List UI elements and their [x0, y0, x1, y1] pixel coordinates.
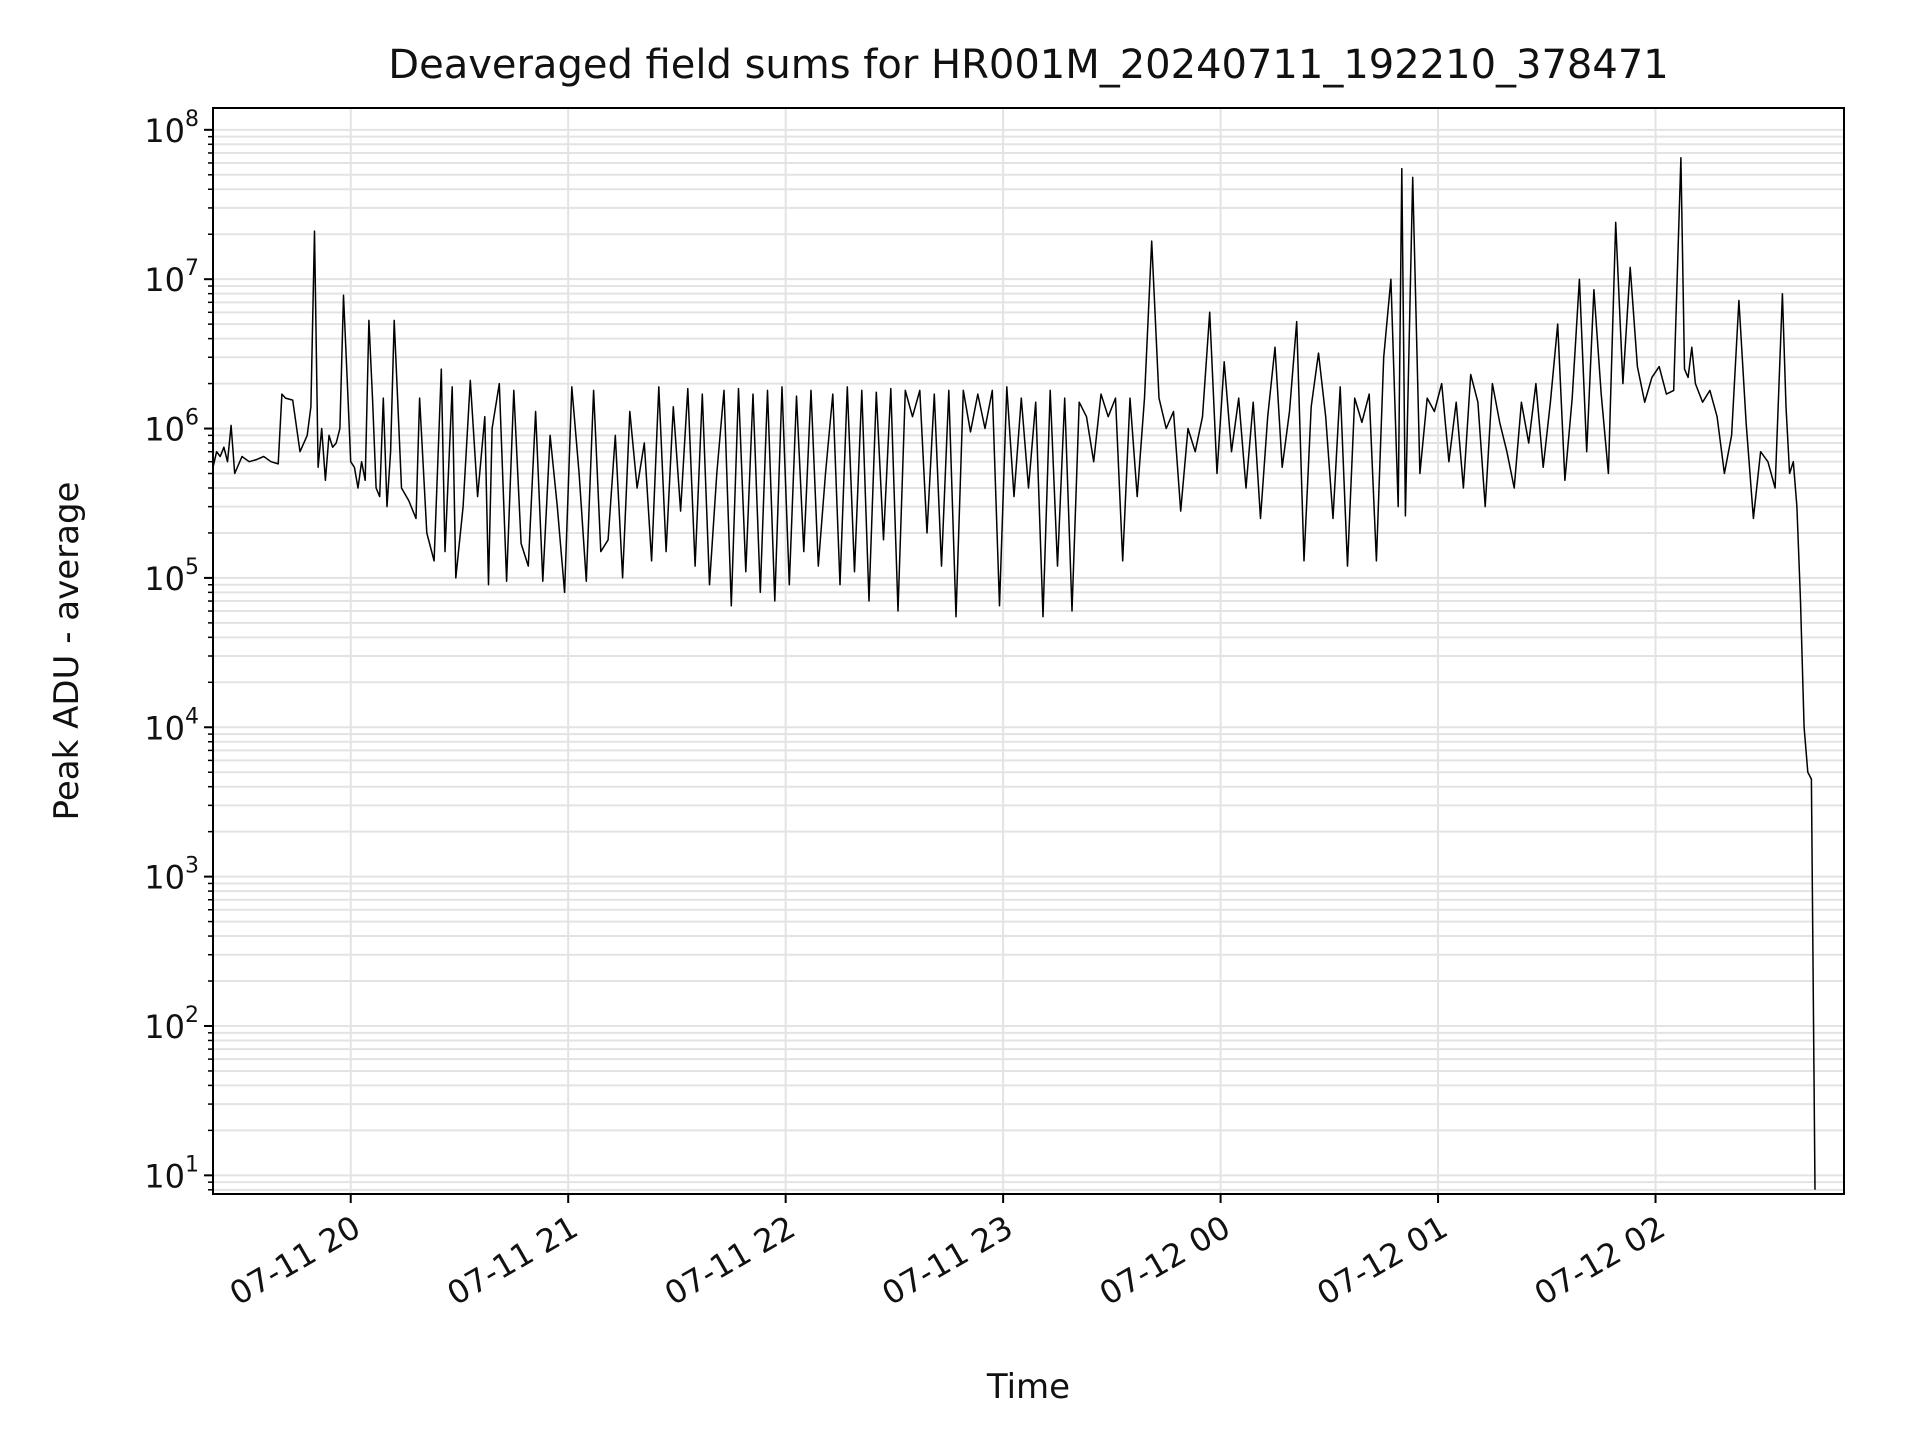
x-tick-label: 07-11 23	[876, 1208, 1020, 1313]
y-tick-label: 108	[144, 107, 199, 150]
y-tick-label: 107	[144, 256, 199, 299]
y-tick-label: 104	[144, 704, 199, 747]
x-axis-label: Time	[986, 1367, 1070, 1407]
x-tick-label: 07-12 02	[1528, 1208, 1672, 1313]
y-tick-label: 102	[144, 1003, 199, 1046]
y-axis-label: Peak ADU - average	[47, 482, 87, 821]
chart-title: Deaveraged field sums for HR001M_2024071…	[388, 42, 1668, 88]
plot-area-frame	[212, 107, 1845, 1195]
x-tick-label: 07-12 01	[1310, 1208, 1454, 1313]
x-tick-label: 07-11 20	[223, 1208, 367, 1313]
x-axis: 07-11 20 07-11 21 07-11 22 07-11 23 07-12 00…	[223, 1194, 1672, 1313]
grid-lines	[213, 108, 1844, 1194]
x-tick-label: 07-11 22	[658, 1208, 802, 1313]
series-line-layer	[212, 157, 1816, 1190]
y-axis: 101 102 103 104 105 106 107 108	[144, 107, 213, 1195]
y-tick-label: 103	[144, 854, 199, 897]
y-tick-label: 106	[144, 406, 199, 449]
y-tick-label: 105	[144, 555, 199, 598]
series-line	[212, 157, 1816, 1190]
x-tick-label: 07-12 00	[1093, 1208, 1237, 1313]
x-tick-label: 07-11 21	[441, 1208, 585, 1313]
y-tick-label: 101	[144, 1152, 199, 1195]
